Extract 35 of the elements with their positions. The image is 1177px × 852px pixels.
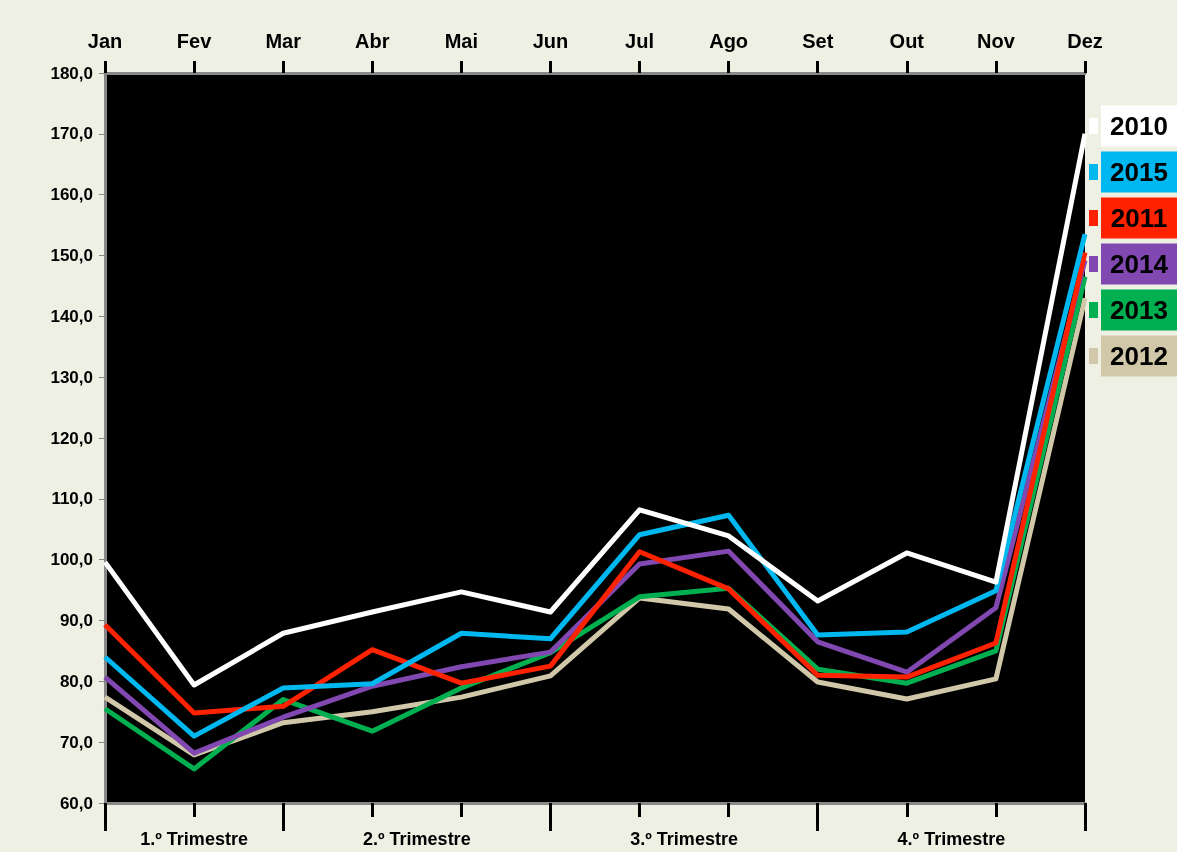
x-tick-label: Jun (532, 30, 569, 52)
y-tick-label: 140,0 (50, 306, 93, 326)
x-tick-label: Jul (625, 30, 654, 52)
y-tick-label: 60,0 (59, 793, 93, 813)
y-tick-label: 110,0 (51, 489, 93, 509)
legend-label: 2012 (1110, 341, 1168, 371)
x-tick-label: Mai (444, 30, 479, 52)
text: 1.º Trimestre (140, 829, 248, 849)
x-tick-label: Dez (1067, 30, 1103, 52)
text: 4.º Trimestre (897, 829, 1006, 849)
x-tick-label: Out (889, 30, 925, 52)
y-tick-label: 150,0 (50, 246, 93, 265)
y-tick-label: 160,0 (50, 185, 93, 205)
y-tick-label: 90,0 (59, 611, 93, 630)
x-tick-label: Abr (355, 30, 390, 52)
y-tick-label: 80,0 (59, 671, 93, 691)
x-tick-label: Ago (709, 30, 749, 52)
y-tick-label: 100,0 (50, 550, 93, 570)
y-tick-label: 170,0 (50, 124, 93, 144)
x-tick-label: Fev (176, 30, 213, 52)
legend-label: 2010 (1110, 111, 1168, 141)
y-tick-label: 130,0 (50, 367, 93, 387)
x-tick-label: Nov (977, 30, 1016, 52)
y-tick-label: 180,0 (50, 63, 93, 83)
legend-label: 2014 (1110, 249, 1169, 279)
y-tick-label: 120,0 (50, 428, 93, 448)
x-tick-label: Set (802, 30, 834, 52)
y-tick-label: 70,0 (59, 732, 93, 752)
text: 2.º Trimestre (363, 829, 471, 849)
legend-label: 2015 (1110, 157, 1168, 187)
x-tick-label: Jan (87, 30, 123, 52)
x-tick-label: Mar (265, 30, 302, 52)
legend-label: 2013 (1110, 295, 1168, 325)
legend-label: 2011 (1110, 203, 1168, 233)
text: 3.º Trimestre (630, 829, 738, 849)
